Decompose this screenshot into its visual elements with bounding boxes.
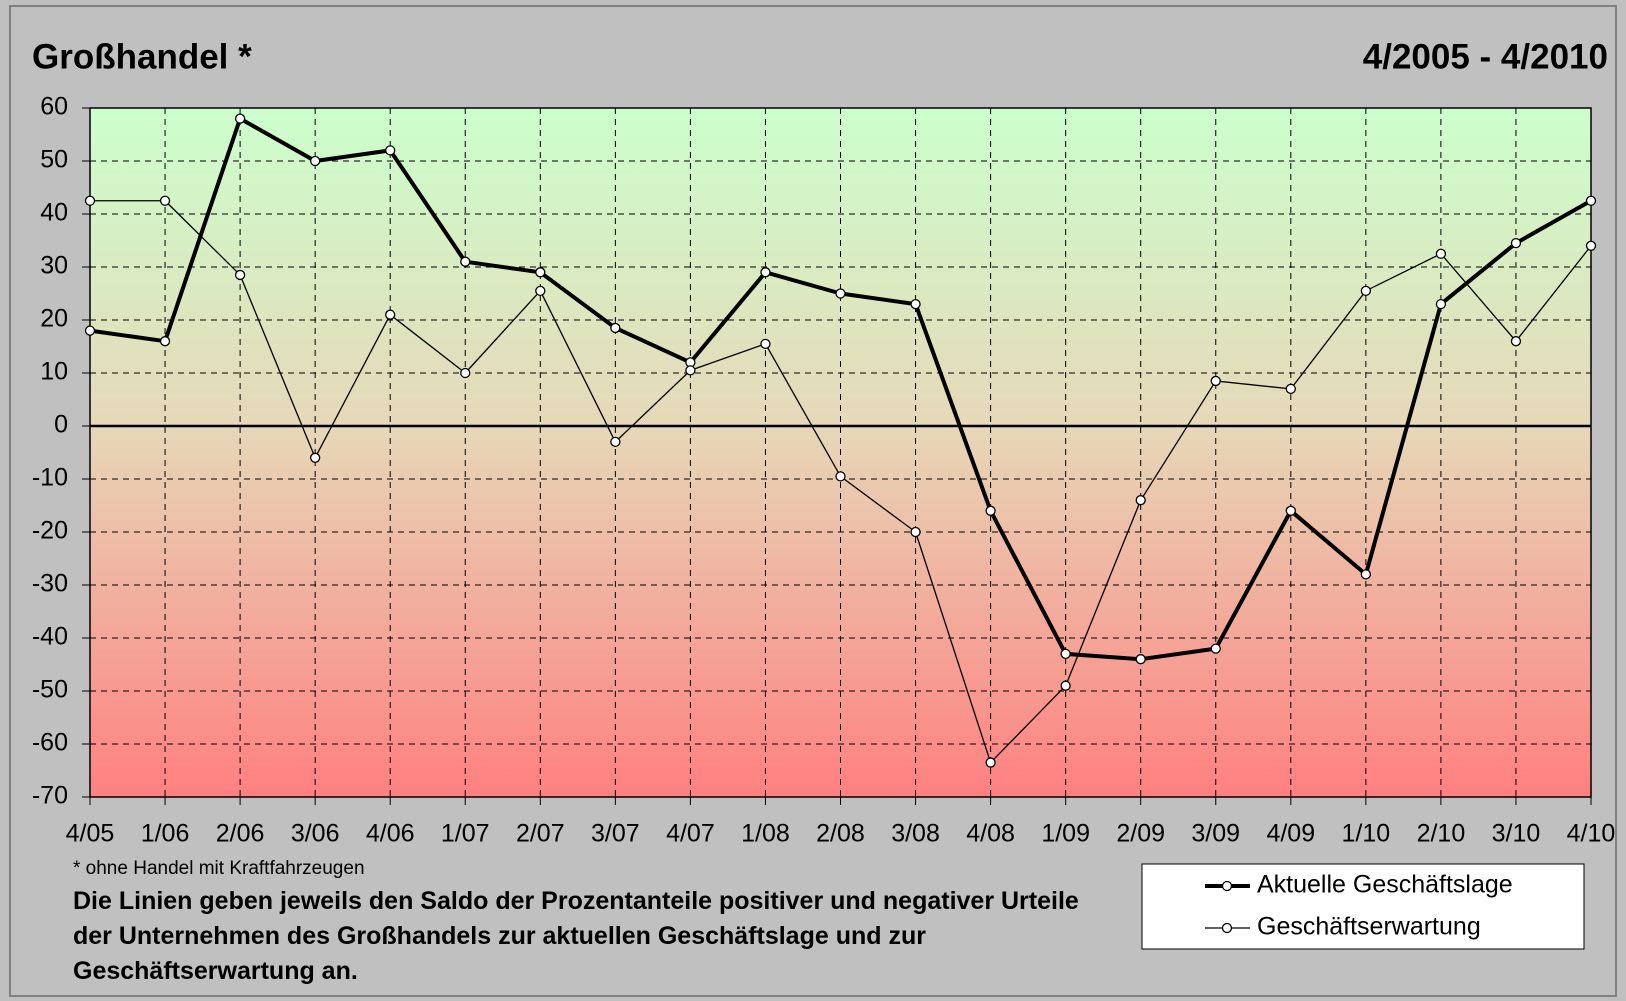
x-tick-label: 4/06 [366,820,415,848]
point [234,113,246,124]
y-tick-label: -50 [32,676,68,704]
x-tick-label: 1/08 [741,820,790,848]
point [1060,680,1071,691]
y-tick-label: -10 [32,464,68,492]
x-tick-label: 4/07 [666,820,715,848]
y-tick-label: 40 [40,199,68,227]
point [1210,375,1221,387]
legend-label: Aktuelle Geschäftslage [1257,871,1513,899]
point [910,526,921,538]
y-tick-label: -60 [32,729,68,757]
x-tick-label: 2/08 [816,820,865,848]
point [84,325,96,336]
point [385,145,396,156]
point [1060,648,1071,660]
description: Die Linien geben jeweils den Saldo der P… [73,887,1079,985]
frame [9,5,1617,997]
point [309,155,321,167]
x-tick-label: 2/07 [516,820,565,848]
point [1285,505,1296,516]
point [760,338,771,350]
x-tick-label: 1/10 [1342,820,1391,848]
y-tick-label: 60 [40,93,68,121]
point [159,195,171,206]
point [1360,285,1371,297]
point [1585,240,1597,251]
period: 4/2005 - 4/2010 [1363,37,1608,76]
y-tick-label: 10 [40,358,68,386]
point [985,505,996,516]
point [1285,383,1296,395]
point [460,256,471,267]
point [1510,237,1522,249]
chart-title: Großhandel * [32,37,252,76]
point [685,365,696,376]
point [610,436,621,448]
point [1360,569,1371,580]
x-tick-label: 4/05 [66,820,115,848]
point [985,757,996,768]
point [1510,336,1522,347]
point [460,367,471,379]
point [1435,298,1447,310]
x-tick-label: 3/07 [591,820,640,848]
point [760,267,771,278]
point [835,288,846,299]
x-tick-label: 1/09 [1041,820,1090,848]
y-tick-label: -70 [32,782,68,810]
legend-label: Geschäftserwartung [1257,913,1481,941]
point [1435,248,1447,259]
legend [1141,863,1585,950]
legend-marker [1221,922,1233,934]
x-tick-label: 3/08 [891,820,940,848]
point [234,269,246,281]
y-tick-label: 30 [40,252,68,280]
point [610,322,621,334]
x-tick-label: 3/09 [1191,820,1240,848]
x-tick-label: 2/06 [216,820,265,848]
y-tick-label: 50 [40,146,68,174]
y-tick-label: 20 [40,305,68,333]
point [1585,195,1597,206]
x-tick-label: 1/06 [141,820,190,848]
x-tick-label: 2/09 [1116,820,1165,848]
point [835,471,846,482]
x-tick-label: 4/09 [1266,820,1315,848]
point [159,336,171,347]
point [535,267,546,278]
x-tick-label: 3/10 [1492,820,1541,848]
x-tick-label: 1/07 [441,820,490,848]
point [84,195,96,206]
x-tick-label: 2/10 [1417,820,1466,848]
y-tick-label: -20 [32,517,68,545]
point [385,309,396,320]
point [535,285,546,297]
point [309,452,321,463]
point [1135,654,1146,665]
point [1210,643,1221,654]
y-tick-label: -40 [32,623,68,651]
x-tick-label: 3/06 [291,820,340,848]
x-tick-label: 4/10 [1567,820,1616,848]
point [910,298,921,310]
x-tick-label: 4/08 [966,820,1015,848]
legend-marker [1221,880,1233,892]
point [1135,495,1146,506]
y-tick-label: -30 [32,570,68,598]
y-tick-label: 0 [54,411,68,439]
footnote: * ohne Handel mit Kraftfahrzeugen [73,858,365,879]
